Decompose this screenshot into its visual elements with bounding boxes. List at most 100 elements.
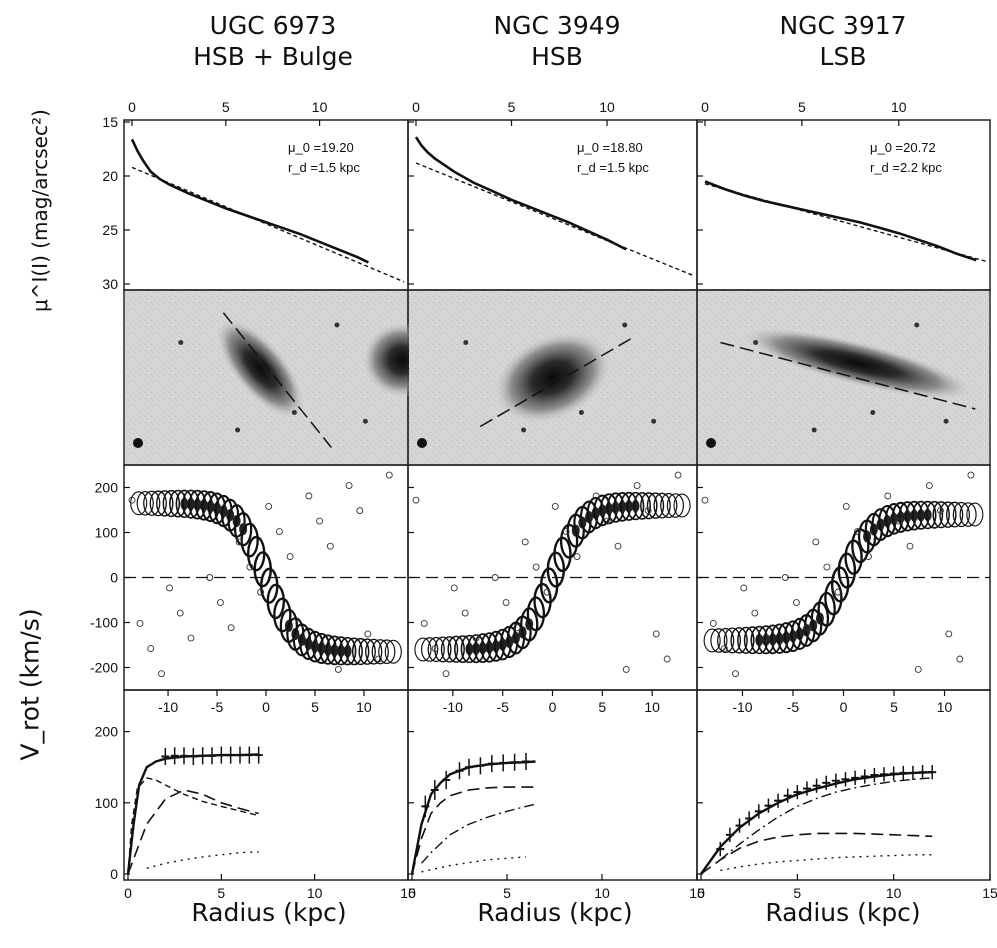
beam-marker (133, 438, 143, 448)
pv-x-tick-label: 5 (598, 699, 606, 715)
noise-contour (720, 645, 728, 653)
noise-contour (265, 502, 273, 510)
profile-curve (414, 136, 627, 251)
pv-contour (666, 493, 684, 518)
panel-frame-prof-3 (696, 119, 991, 291)
pv-contour-core (343, 645, 352, 658)
pv-x-tick-label: 5 (890, 699, 898, 715)
profile-y-tick-label: 15 (102, 114, 118, 130)
noise-contour (420, 620, 428, 627)
pv-x-tick-label: -5 (496, 699, 509, 715)
noise-contour (326, 542, 334, 550)
gas-component-curve (720, 854, 933, 872)
scale-length-annotation: r_d =1.5 kpc (577, 160, 649, 175)
pv-contour (156, 490, 174, 517)
panel-frame-rc-3 (696, 689, 991, 881)
profile-top-tick-label: 10 (891, 99, 907, 115)
noise-contour (663, 655, 671, 663)
noise-contour (513, 624, 521, 632)
pv-contour (959, 502, 977, 527)
noise-contour (937, 507, 944, 515)
noise-contour (431, 645, 439, 653)
noise-contour (461, 609, 469, 617)
rc-x-tick-label: 0 (124, 885, 132, 901)
pv-y-tick-label: 200 (95, 480, 119, 496)
noise-contour (345, 482, 353, 489)
noise-contour (305, 492, 313, 500)
noise-contour (740, 584, 748, 592)
noise-contour (491, 574, 499, 581)
noise-contour (633, 482, 641, 489)
field-star (943, 418, 949, 424)
noise-contour (187, 634, 195, 642)
field-star (811, 427, 817, 433)
rc-x-tick-label: 15 (982, 885, 997, 901)
disk-component-curve (127, 789, 259, 875)
pv-x-tick-label: 5 (311, 699, 319, 715)
rc-x-tick-label: 5 (217, 885, 225, 901)
pv-contour (710, 628, 728, 653)
x-label-2: Radius (kpc) (477, 898, 633, 927)
rc-x-tick-label: 5 (503, 885, 511, 901)
noise-contour (884, 492, 892, 500)
noise-contour (834, 588, 842, 596)
field-star (291, 410, 297, 415)
major-axis-line (222, 312, 332, 448)
pv-contour (384, 639, 402, 664)
profile-top-tick-label: 0 (701, 99, 709, 115)
title-ugc6973: UGC 6973 HSB + Bulge (128, 10, 418, 72)
field-star (178, 340, 184, 345)
noise-contour (356, 507, 364, 515)
field-star (362, 418, 368, 424)
major-axis-line (479, 336, 634, 428)
rc-x-tick-label: 0 (697, 885, 705, 901)
noise-contour (136, 620, 144, 627)
noise-contour (375, 655, 383, 663)
noise-contour (644, 507, 652, 515)
noise-contour (781, 574, 789, 581)
pv-contour (723, 627, 742, 654)
noise-contour (128, 496, 136, 504)
pv-contour (952, 501, 970, 528)
noise-contour (592, 492, 600, 500)
noise-contour (603, 517, 611, 525)
field-star (463, 340, 469, 345)
noise-contour (614, 542, 622, 550)
profile-top-tick-label: 10 (312, 99, 328, 115)
profile-y-tick-label: 20 (102, 168, 118, 184)
panel-frame-rc-2 (407, 689, 698, 881)
noise-contour (147, 645, 155, 653)
pv-contour (266, 583, 285, 620)
pv-contour (414, 637, 432, 662)
title-ngc3917: NGC 3917 LSB (698, 10, 988, 72)
noise-contour (385, 471, 393, 479)
noise-contour (792, 599, 800, 607)
pv-contour (939, 501, 957, 528)
rc-y-tick-label: 0 (110, 866, 118, 882)
rc-x-tick-label: 10 (307, 885, 323, 901)
panel-frame-prof-2 (407, 119, 698, 291)
galaxy-image (215, 318, 305, 420)
noise-contour (652, 630, 660, 638)
pv-x-tick-label: -10 (158, 699, 178, 715)
field-star (870, 410, 876, 415)
rc-x-tick-label: 10 (594, 885, 610, 901)
pv-contour (351, 637, 370, 666)
rc-y-tick-label: 100 (95, 795, 119, 811)
pv-contour (925, 500, 944, 529)
noise-contour (853, 528, 861, 535)
noise-contour (450, 584, 458, 592)
rc-x-tick-label: 15 (689, 885, 705, 901)
total-model-curve (126, 753, 259, 875)
pv-contour-core (916, 509, 925, 522)
noise-contour (823, 563, 831, 571)
pv-contour (162, 489, 181, 518)
noise-contour (956, 655, 964, 663)
x-label-3: Radius (kpc) (765, 898, 921, 927)
noise-contour (751, 609, 759, 617)
pv-contour (136, 490, 154, 516)
pv-contour (447, 635, 465, 663)
noise-contour (732, 670, 739, 678)
galaxy-image (741, 327, 975, 400)
